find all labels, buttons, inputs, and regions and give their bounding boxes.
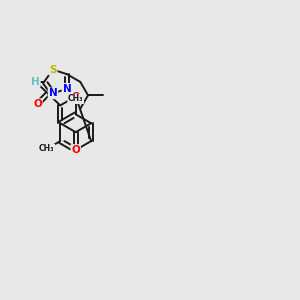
Text: S: S bbox=[49, 64, 57, 75]
Text: N: N bbox=[62, 84, 71, 94]
Text: CH₃: CH₃ bbox=[39, 144, 55, 153]
Text: O: O bbox=[71, 92, 80, 101]
Text: O: O bbox=[33, 99, 42, 109]
Text: O: O bbox=[71, 145, 80, 155]
Text: H: H bbox=[31, 76, 40, 86]
Text: CH₃: CH₃ bbox=[68, 94, 83, 103]
Text: N: N bbox=[49, 88, 57, 98]
